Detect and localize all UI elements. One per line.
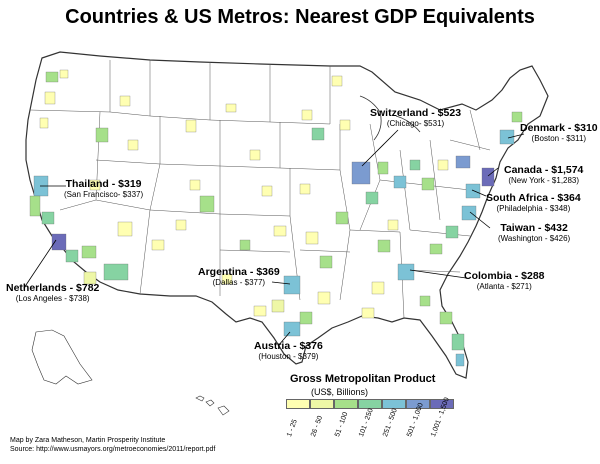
legend-swatch-6: 1,001 - 1,500: [430, 397, 454, 438]
callout-taiwan: Taiwan - $432 (Washington - $426): [498, 222, 570, 244]
callout-south-africa-main: South Africa - $364: [486, 192, 581, 204]
callout-canada-sub: (New York - $1,283): [508, 176, 580, 185]
callout-colombia-main: Colombia - $288: [464, 270, 545, 282]
callout-austria-main: Austria - $376: [254, 340, 323, 352]
legend-swatch-3: 101 - 250: [358, 399, 382, 438]
legend-swatch-4: 251 - 500: [382, 399, 406, 438]
great-lakes: [359, 95, 421, 141]
legend-title: Gross Metropolitan Product: [290, 373, 436, 385]
callout-colombia: Colombia - $288 (Atlanta - $271): [464, 270, 545, 292]
alaska-inset: [31, 329, 93, 385]
callout-thailand-sub: (San Francisco- $337): [64, 190, 144, 199]
legend-swatch-1: 26 - 50: [310, 399, 334, 438]
callout-taiwan-main: Taiwan - $432: [500, 222, 568, 234]
callout-austria: Austria - $376 (Houston - $379): [254, 340, 323, 362]
callout-netherlands-sub: (Los Angeles - $738): [15, 294, 90, 303]
legend-swatch-0: 1 - 25: [286, 399, 310, 438]
callout-argentina-sub: (Dallas - $377): [212, 278, 266, 287]
legend-swatch-2: 51 - 100: [334, 399, 358, 438]
credit-line-2: Source: http://www.usmayors.org/metroeco…: [10, 446, 216, 453]
callout-leaders: [23, 129, 525, 347]
callout-netherlands-main: Netherlands - $782: [6, 282, 100, 294]
callout-netherlands: Netherlands - $782 (Los Angeles - $738): [6, 282, 99, 304]
callout-denmark: Denmark - $310 (Boston - $311): [520, 122, 598, 144]
callout-colombia-sub: (Atlanta - $271): [476, 282, 532, 291]
legend-swatch-5: 501 - 1,000: [406, 399, 430, 438]
callout-south-africa-sub: (Philadelphia - $348): [496, 204, 571, 213]
callout-argentina: Argentina - $369 (Dallas - $377): [198, 266, 280, 288]
map-credit: Map by Zara Matheson, Martin Prosperity …: [10, 436, 215, 454]
callout-switzerland-sub: (Chicago- $531): [386, 119, 445, 128]
credit-line-1: Map by Zara Matheson, Martin Prosperity …: [10, 437, 166, 444]
us-outline: [25, 51, 549, 379]
callout-canada-main: Canada - $1,574: [504, 164, 584, 176]
map-title: Countries & US Metros: Nearest GDP Equiv…: [65, 6, 535, 28]
callout-canada: Canada - $1,574 (New York - $1,283): [504, 164, 583, 186]
callout-argentina-main: Argentina - $369: [198, 266, 280, 278]
legend-subtitle: (US$, Billions): [311, 387, 369, 397]
callout-denmark-main: Denmark - $310: [520, 122, 598, 134]
legend-swatches: 1 - 25 26 - 50 51 - 100 101 - 250 251 - …: [286, 397, 454, 438]
callout-switzerland: Switzerland - $523 (Chicago- $531): [370, 107, 461, 129]
callout-taiwan-sub: (Washington - $426): [498, 234, 571, 243]
callout-thailand-main: Thailand - $319: [65, 178, 142, 190]
callout-switzerland-main: Switzerland - $523: [370, 107, 462, 119]
metro-areas: [29, 69, 523, 367]
callout-austria-sub: (Houston - $379): [258, 352, 319, 361]
callout-south-africa: South Africa - $364 (Philadelphia - $348…: [486, 192, 581, 214]
hawaii-inset: [195, 395, 230, 416]
callout-thailand: Thailand - $319 (San Francisco- $337): [64, 178, 143, 200]
callout-denmark-sub: (Boston - $311): [531, 134, 587, 143]
